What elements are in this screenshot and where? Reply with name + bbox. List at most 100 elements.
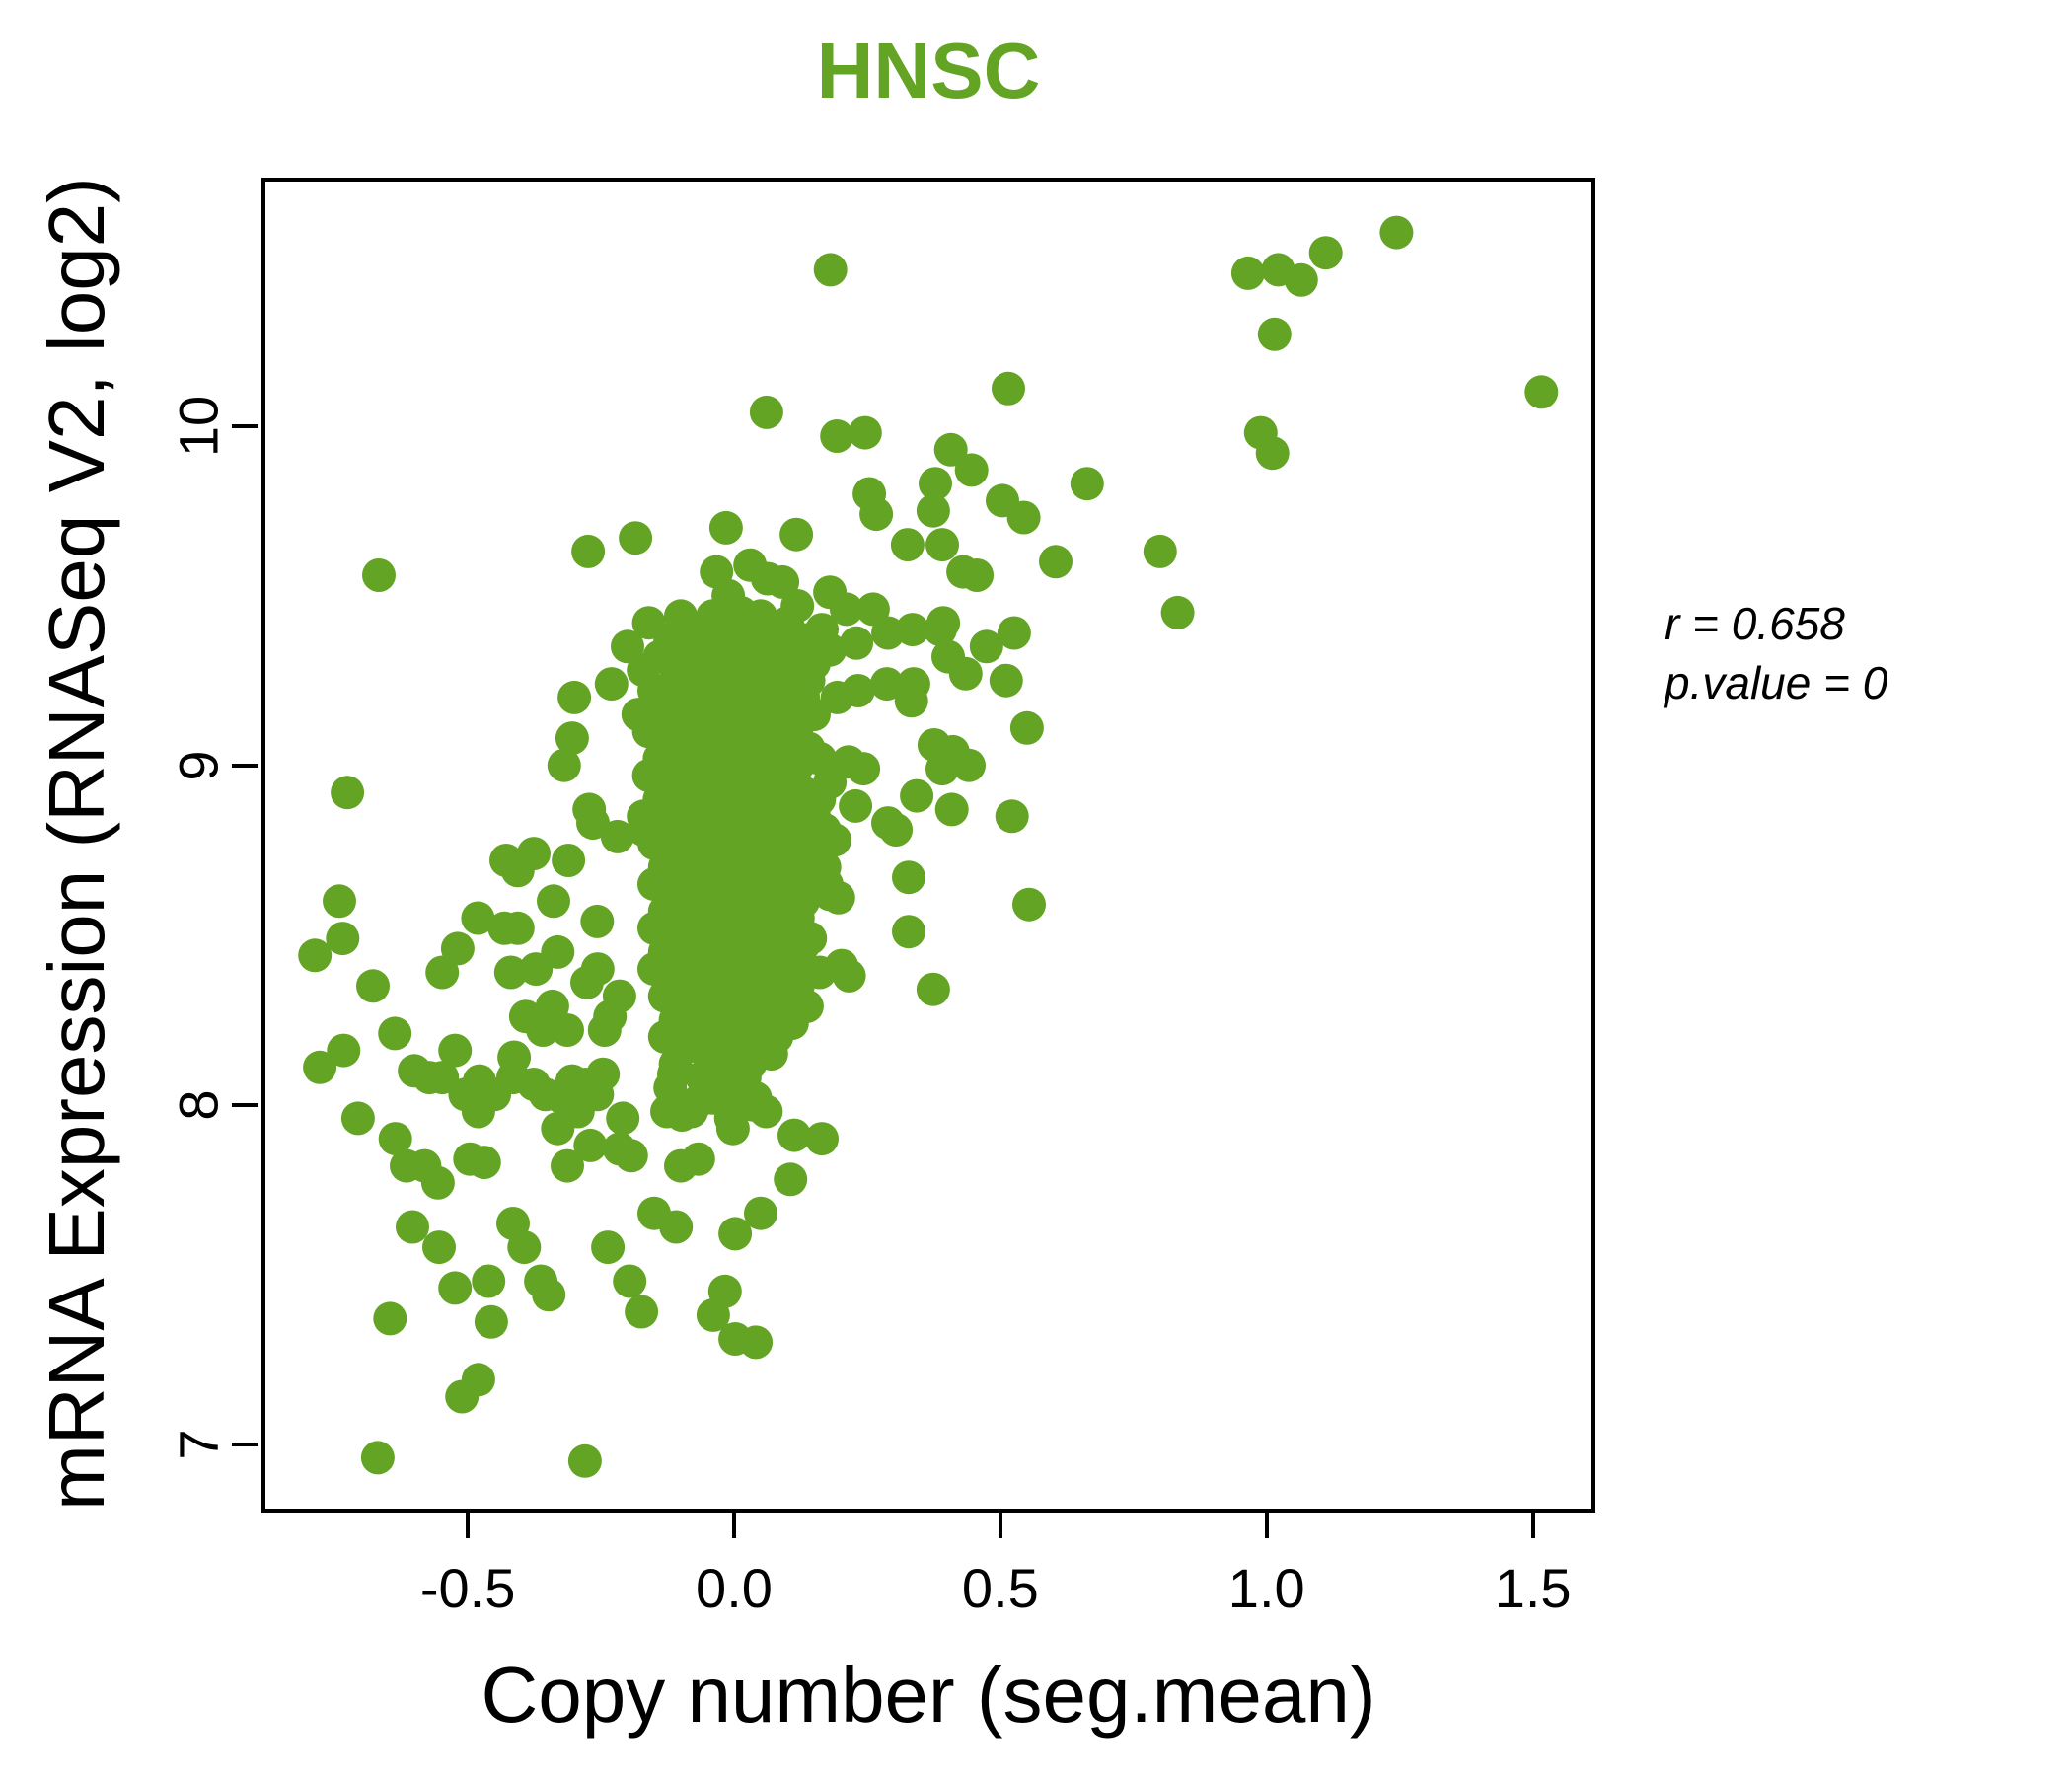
data-point bbox=[340, 1101, 375, 1136]
data-point bbox=[960, 558, 995, 592]
data-point bbox=[537, 884, 570, 919]
data-point bbox=[500, 911, 535, 945]
y-tick-label: 10 bbox=[167, 395, 230, 457]
data-point bbox=[571, 534, 606, 568]
data-point bbox=[813, 877, 848, 912]
data-point bbox=[396, 1210, 429, 1244]
data-point bbox=[1308, 236, 1343, 270]
data-point bbox=[551, 1148, 584, 1183]
data-point bbox=[777, 1118, 811, 1152]
x-tick-label: 1.0 bbox=[1227, 1557, 1305, 1619]
data-point bbox=[614, 1139, 648, 1173]
data-point bbox=[1143, 534, 1177, 568]
y-tick-label: 7 bbox=[167, 1429, 230, 1460]
y-tick-label: 8 bbox=[167, 1089, 230, 1121]
data-point bbox=[438, 1033, 473, 1068]
data-point bbox=[356, 969, 390, 1003]
data-point bbox=[551, 1013, 584, 1047]
data-point bbox=[1230, 256, 1265, 290]
data-point bbox=[659, 1210, 694, 1244]
data-point bbox=[445, 1379, 480, 1414]
data-point bbox=[1257, 317, 1292, 351]
x-tick-mark bbox=[1264, 1513, 1269, 1538]
data-point bbox=[954, 453, 989, 487]
data-point bbox=[997, 616, 1031, 650]
data-point bbox=[653, 1071, 688, 1105]
data-point bbox=[1524, 375, 1559, 409]
data-point bbox=[440, 931, 475, 966]
data-point bbox=[923, 613, 957, 647]
data-point bbox=[1160, 595, 1195, 629]
x-tick-label: 0.0 bbox=[696, 1557, 773, 1619]
stats-annotation: r = 0.658 p.value = 0 bbox=[1665, 594, 1887, 712]
data-point bbox=[420, 1165, 455, 1200]
stats-r-value: r = 0.658 bbox=[1665, 598, 1845, 649]
data-point bbox=[696, 1297, 730, 1332]
data-point bbox=[995, 799, 1029, 834]
data-point bbox=[708, 510, 743, 545]
data-point bbox=[541, 934, 575, 969]
data-point bbox=[895, 613, 929, 647]
data-point bbox=[1284, 262, 1318, 297]
y-axis-label: mRNA Expression (RNASeq V2, log2) bbox=[33, 177, 120, 1511]
data-point bbox=[674, 1094, 708, 1129]
data-point bbox=[557, 680, 592, 714]
data-point bbox=[744, 1196, 777, 1230]
x-tick-label: 0.5 bbox=[961, 1557, 1039, 1619]
data-point bbox=[587, 1013, 622, 1047]
y-tick-label: 9 bbox=[167, 750, 230, 781]
x-tick-mark bbox=[731, 1513, 736, 1538]
data-point bbox=[378, 1122, 412, 1156]
data-point bbox=[1009, 710, 1044, 745]
data-point bbox=[1070, 467, 1104, 501]
plot-svg bbox=[298, 215, 1559, 1478]
data-point bbox=[813, 253, 848, 287]
data-point bbox=[625, 1295, 659, 1329]
data-point bbox=[916, 493, 950, 528]
data-point bbox=[871, 616, 905, 650]
chart-title: HNSC bbox=[816, 27, 1041, 114]
data-point bbox=[425, 955, 460, 990]
data-point bbox=[331, 776, 365, 810]
data-point bbox=[900, 778, 934, 813]
y-tick-mark bbox=[232, 423, 258, 428]
x-tick-mark bbox=[466, 1513, 471, 1538]
data-point bbox=[555, 721, 589, 756]
data-point bbox=[925, 528, 959, 562]
data-point bbox=[467, 1146, 501, 1180]
data-point bbox=[892, 860, 925, 895]
data-point bbox=[774, 1162, 808, 1197]
data-point bbox=[952, 748, 986, 782]
data-point bbox=[613, 1264, 647, 1298]
y-tick-mark bbox=[232, 1102, 258, 1107]
data-point bbox=[493, 955, 528, 990]
data-point bbox=[1379, 215, 1414, 250]
data-point bbox=[934, 792, 969, 827]
data-point bbox=[715, 1111, 750, 1146]
stats-p-value: p.value = 0 bbox=[1665, 657, 1888, 708]
data-point bbox=[517, 837, 551, 871]
data-point bbox=[378, 1016, 412, 1051]
data-point bbox=[989, 663, 1023, 698]
data-point bbox=[859, 497, 894, 532]
x-tick-mark bbox=[998, 1513, 1002, 1538]
data-point bbox=[326, 922, 360, 956]
data-point bbox=[739, 1325, 774, 1360]
data-point bbox=[600, 819, 634, 853]
data-point bbox=[890, 528, 925, 562]
data-point bbox=[925, 752, 959, 786]
data-point bbox=[327, 1033, 361, 1068]
data-point bbox=[580, 904, 615, 938]
data-point bbox=[373, 1301, 407, 1336]
data-point bbox=[779, 517, 814, 552]
data-point bbox=[472, 1264, 506, 1298]
data-point bbox=[422, 1230, 456, 1265]
data-point bbox=[1255, 436, 1290, 471]
data-point bbox=[573, 1128, 608, 1162]
data-point bbox=[841, 674, 875, 707]
x-axis-label: Copy number (seg.mean) bbox=[481, 1651, 1376, 1739]
data-point bbox=[681, 1142, 715, 1176]
data-point bbox=[992, 371, 1025, 406]
data-point bbox=[829, 592, 863, 627]
